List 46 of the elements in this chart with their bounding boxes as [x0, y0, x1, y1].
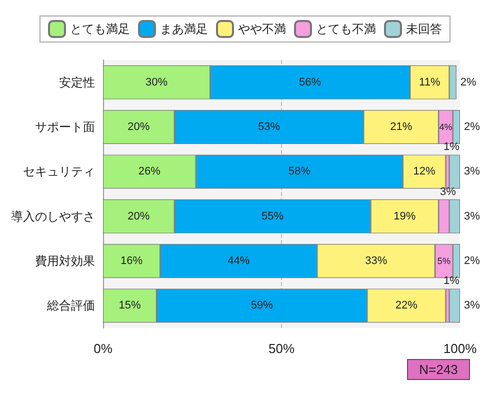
- bar: [449, 154, 460, 189]
- legend-label: とても不満: [316, 22, 376, 36]
- x-tick-label: 50%: [268, 341, 295, 356]
- legend-label: 未回答: [406, 22, 442, 36]
- data-label: 20%: [128, 121, 150, 133]
- data-label: 5%: [437, 256, 450, 266]
- data-label: 33%: [365, 255, 388, 267]
- y-tick-label: 総合評価: [46, 298, 95, 313]
- x-tick-label: 0%: [94, 341, 113, 356]
- data-label: 16%: [120, 255, 143, 267]
- legend-label: とても満足: [70, 22, 130, 36]
- data-label: 22%: [395, 300, 418, 312]
- bar: [449, 288, 460, 323]
- y-tick-label: セキュリティ: [23, 164, 95, 179]
- data-label: 1%: [444, 141, 460, 154]
- data-label: 3%: [464, 210, 480, 222]
- y-tick-label: 導入のしやすさ: [11, 209, 95, 224]
- data-label: 56%: [299, 76, 322, 88]
- data-label: 26%: [138, 166, 161, 178]
- data-label: 3%: [440, 186, 456, 198]
- data-label: 15%: [118, 300, 141, 312]
- text: N=243: [419, 362, 458, 377]
- data-label: 19%: [394, 210, 416, 222]
- data-label: 30%: [146, 76, 168, 88]
- data-label: 2%: [464, 121, 480, 133]
- data-label: 12%: [413, 166, 436, 178]
- legend-label: まあ満足: [160, 22, 208, 36]
- data-label: 3%: [464, 166, 480, 178]
- legend-label: やや不満: [238, 22, 286, 36]
- data-label: 53%: [258, 121, 280, 133]
- data-label: 44%: [228, 255, 250, 267]
- y-tick-label: 費用対効果: [35, 254, 95, 268]
- data-label: 2%: [460, 76, 477, 88]
- y-tick-label: 安定性: [59, 75, 95, 90]
- data-label: 21%: [390, 121, 412, 133]
- data-label: 3%: [464, 300, 480, 312]
- x-tick-label: 100%: [443, 341, 478, 356]
- data-label: 2%: [464, 255, 480, 267]
- data-label: 58%: [288, 166, 311, 178]
- data-label: 4%: [439, 122, 452, 132]
- data-label: 11%: [419, 76, 440, 88]
- data-label: 59%: [250, 300, 274, 312]
- y-tick-label: サポート面: [35, 120, 95, 134]
- data-label: 1%: [444, 275, 460, 288]
- data-label: 55%: [262, 210, 284, 222]
- data-label: 20%: [128, 210, 150, 222]
